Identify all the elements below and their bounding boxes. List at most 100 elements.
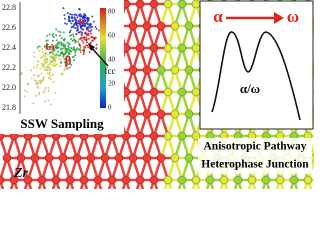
atom (135, 87, 145, 97)
sample-point (45, 58, 48, 61)
sample-point (65, 49, 68, 52)
sample-point (49, 68, 52, 71)
atom (184, 21, 194, 31)
sample-point (89, 26, 92, 29)
sample-point (85, 28, 88, 31)
colorbar-tick-label: 60 (108, 32, 116, 40)
colorbar-tick-label: 40 (108, 56, 116, 64)
atom (177, 43, 187, 53)
atom (65, 175, 75, 185)
atom (191, 175, 201, 185)
phase-label: ω (45, 38, 55, 53)
sample-point (36, 47, 39, 50)
sample-point (74, 17, 77, 20)
sample-point (60, 37, 63, 40)
sample-point (74, 26, 77, 29)
sample-point (63, 58, 66, 61)
sample-point (70, 13, 73, 16)
atom (135, 131, 145, 141)
sample-point (81, 49, 84, 52)
sample-point (73, 39, 76, 42)
sample-point (66, 62, 69, 65)
sample-point (84, 36, 87, 39)
sample-point (78, 7, 81, 10)
sample-point (91, 39, 94, 42)
scatter-cloud (20, 7, 104, 106)
atom (184, 109, 194, 119)
atom (191, 43, 201, 53)
sample-point (75, 20, 78, 23)
atom (247, 175, 257, 185)
start-phase: α (213, 7, 223, 26)
sample-point (95, 47, 98, 50)
y-tick-label: 22.2 (2, 63, 16, 72)
y-tick-label: 22.6 (2, 23, 16, 32)
sample-point (79, 22, 82, 25)
sample-point (23, 89, 26, 92)
sample-point (41, 55, 44, 58)
sample-point (51, 34, 54, 37)
sample-point (52, 36, 55, 39)
sample-point (76, 27, 79, 30)
caption-line: Anisotropic Pathway (204, 141, 307, 153)
sample-point (35, 82, 38, 85)
sample-point (65, 22, 68, 25)
sample-point (82, 53, 85, 56)
sample-point (82, 41, 85, 44)
atom (128, 153, 138, 163)
y-axis: 22.8 22.6 22.4 22.2 22.0 21.8 (2, 2, 21, 114)
sample-point (37, 60, 40, 63)
sample-point (87, 32, 90, 35)
sample-point (82, 16, 85, 19)
sample-point (58, 41, 61, 44)
sample-point (63, 17, 66, 20)
sample-point (67, 58, 70, 61)
sampling-caption: SSW Sampling (20, 116, 104, 131)
y-tick-label: 22.4 (2, 43, 16, 52)
sample-point (46, 65, 49, 68)
sample-point (95, 43, 98, 46)
sample-point (52, 55, 55, 58)
sample-point (80, 21, 83, 24)
sample-point (42, 53, 45, 56)
sample-point (55, 39, 58, 42)
sample-point (52, 52, 55, 55)
sample-point (79, 25, 82, 28)
sample-point (97, 29, 100, 32)
sample-point (53, 62, 56, 65)
sample-point (41, 62, 44, 65)
sample-point (76, 47, 79, 50)
atom (121, 175, 131, 185)
sample-point (84, 32, 87, 35)
atom (191, 87, 201, 97)
sample-point (73, 13, 76, 16)
sample-point (72, 59, 75, 62)
sample-point (73, 16, 76, 19)
sample-point (66, 44, 69, 47)
sample-point (49, 74, 52, 77)
sample-point (49, 61, 52, 64)
sample-point (86, 17, 89, 20)
atom (128, 21, 138, 31)
sample-point (89, 23, 92, 26)
sample-point (81, 39, 84, 42)
sample-point (44, 57, 47, 60)
element-label: Zr (13, 166, 29, 181)
junction-label: α/ω (240, 81, 260, 96)
sample-point (37, 93, 40, 96)
sample-point (83, 36, 86, 39)
sample-point (36, 74, 39, 77)
sample-point (72, 55, 75, 58)
colorbar-tick-label: 0 (108, 104, 112, 112)
sample-point (68, 55, 71, 58)
sample-point (59, 58, 62, 61)
sample-point (76, 22, 79, 25)
sample-point (30, 77, 33, 80)
atom (142, 109, 152, 119)
sample-point (43, 89, 46, 92)
sample-point (45, 66, 48, 69)
sample-point (47, 89, 50, 92)
sample-point (68, 20, 71, 23)
sample-point (83, 38, 86, 41)
atom (184, 65, 194, 75)
